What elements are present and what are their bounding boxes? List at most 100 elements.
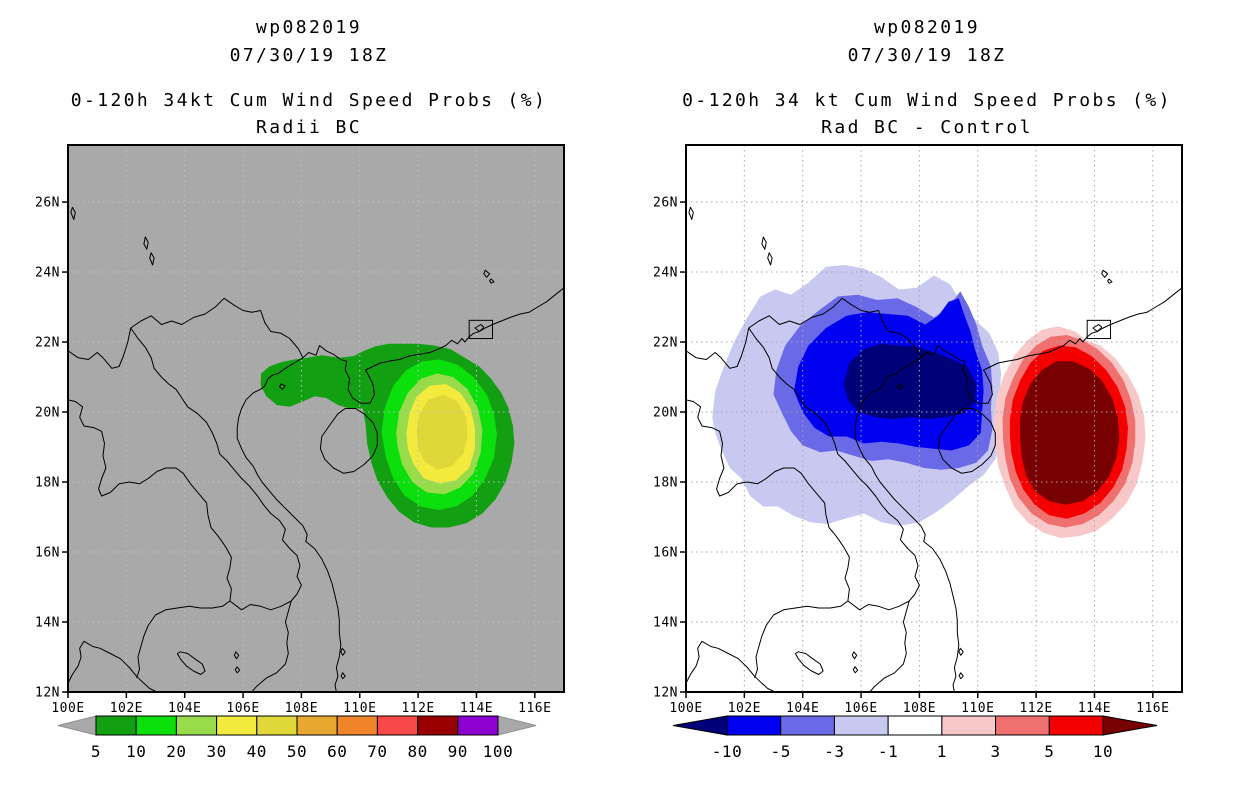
hongkong-box xyxy=(1086,319,1112,340)
colorbar-label: 70 xyxy=(367,742,387,761)
y-tick-label: 20N xyxy=(35,406,60,421)
lake-dian xyxy=(761,236,767,250)
vietnam-island-2 xyxy=(958,672,964,680)
colorbar-segment xyxy=(376,715,419,736)
y-tick-label: 24N xyxy=(35,266,60,281)
colorbar-label: -1 xyxy=(878,742,898,761)
vietnam-coast xyxy=(854,357,960,692)
catba-island xyxy=(279,383,286,390)
y-tick-label: 12N xyxy=(35,686,60,701)
hongkong-islands xyxy=(1092,324,1103,332)
lake-dian xyxy=(143,236,149,250)
colorbar-segment xyxy=(135,715,177,736)
init-time-title: 07/30/19 18Z xyxy=(847,45,1007,66)
colorbar-label: 10 xyxy=(1093,742,1113,761)
y-tick-label: 16N xyxy=(35,546,60,561)
colorbar-label: 100 xyxy=(483,742,513,761)
x-tick-label: 108E xyxy=(903,701,936,716)
x-tick-label: 102E xyxy=(728,701,761,716)
colorbar-label: 80 xyxy=(407,742,427,761)
x-tick-label: 116E xyxy=(1136,701,1169,716)
map-frame xyxy=(67,144,565,693)
vietnam-island-1 xyxy=(340,647,346,656)
x-tick-label: 108E xyxy=(285,701,318,716)
colorbar-segment xyxy=(1048,715,1104,736)
left-map-plot: 100E 102E 104E 106E 108E 110E 112E 114E 116E 12N 1… xyxy=(35,144,565,761)
experiment-title: Rad BC - Control xyxy=(821,117,1033,138)
mekong-mark-1 xyxy=(851,651,858,660)
mekong-mark-2 xyxy=(852,666,859,674)
colorbar-segment xyxy=(216,715,258,736)
colorbar-segment xyxy=(887,715,943,736)
vietnam-island-2 xyxy=(340,672,346,680)
tonle-sap-lake xyxy=(794,651,824,675)
x-tick-label: 112E xyxy=(401,701,434,716)
colorbar-label: 40 xyxy=(247,742,267,761)
mekong-mark-1 xyxy=(233,651,240,660)
experiment-title: Radii BC xyxy=(256,117,362,138)
y-tick-label: 26N xyxy=(653,196,678,211)
colorbar-tip-left xyxy=(57,715,97,736)
y-tick-label: 12N xyxy=(653,686,678,701)
vietnam-coast xyxy=(236,357,342,692)
catba-island xyxy=(897,383,904,390)
x-tick-label: 110E xyxy=(343,701,376,716)
vietnam-laos-border xyxy=(130,327,302,602)
colorbar-tip-right xyxy=(1102,715,1158,736)
x-tick-label: 104E xyxy=(786,701,819,716)
y-tick-label: 14N xyxy=(35,616,60,631)
cambodia-vietnam-border xyxy=(251,600,292,692)
y-tick-label: 22N xyxy=(653,336,678,351)
lake-fuxian xyxy=(149,252,155,266)
x-tick-label: 114E xyxy=(460,701,493,716)
product-title: 0-120h 34 kt Cum Wind Speed Probs (%) xyxy=(682,90,1172,111)
x-tick-label: 114E xyxy=(1078,701,1111,716)
colorbar-segment xyxy=(457,715,499,736)
y-tick-label: 20N xyxy=(653,406,678,421)
contour-region-left xyxy=(416,394,468,470)
hainan-island xyxy=(937,408,996,474)
colorbar-segment xyxy=(726,715,782,736)
cambodia-laos-border xyxy=(847,600,910,611)
reservoir-mark-1 xyxy=(1101,269,1109,278)
laos-thailand-cambodia-border xyxy=(686,399,850,679)
reservoir-mark-1 xyxy=(483,269,491,278)
colorbar-label: 60 xyxy=(327,742,347,761)
gulf-of-thailand-coast xyxy=(68,640,158,692)
init-time-title: 07/30/19 18Z xyxy=(229,45,389,66)
left-panel: wp082019 07/30/19 18Z 0-120h 34kt Cum Wi… xyxy=(35,18,565,761)
lake-erhai xyxy=(688,206,694,220)
colorbar-label: -3 xyxy=(824,742,844,761)
colorbar-segment xyxy=(95,715,137,736)
x-tick-label: 102E xyxy=(110,701,143,716)
colorbar-segment xyxy=(336,715,378,736)
china-coast xyxy=(302,287,564,404)
y-tick-label: 26N xyxy=(35,196,60,211)
x-tick-label: 112E xyxy=(1019,701,1052,716)
cambodia-vietnam-border xyxy=(869,600,910,692)
colorbar-label: 10 xyxy=(126,742,146,761)
reservoir-mark-2 xyxy=(489,278,495,284)
y-tick-label: 24N xyxy=(653,266,678,281)
x-tick-label: 106E xyxy=(844,701,877,716)
colorbar-segment xyxy=(256,715,298,736)
x-tick-label: 104E xyxy=(168,701,201,716)
storm-id-title: wp082019 xyxy=(874,17,980,38)
colorbar-label: 50 xyxy=(287,742,307,761)
colorbar-label: -10 xyxy=(712,742,742,761)
reservoir-mark-2 xyxy=(1107,278,1113,284)
cambodia-laos-border xyxy=(229,600,292,611)
x-tick-label: 100E xyxy=(669,701,702,716)
colorbar-segment xyxy=(995,715,1050,736)
y-tick-label: 16N xyxy=(653,546,678,561)
colorbar-segment xyxy=(296,715,338,736)
right-map-plot: 100E 102E 104E 106E 108E 110E 112E 114E 116E 12N 1… xyxy=(653,144,1183,761)
colorbar-label: 1 xyxy=(937,742,947,761)
lake-erhai xyxy=(70,206,76,220)
hongkong-islands xyxy=(474,324,485,332)
contour-region-right xyxy=(843,343,977,419)
y-tick-label: 14N xyxy=(653,616,678,631)
y-tick-label: 18N xyxy=(653,476,678,491)
china-border xyxy=(686,297,922,369)
